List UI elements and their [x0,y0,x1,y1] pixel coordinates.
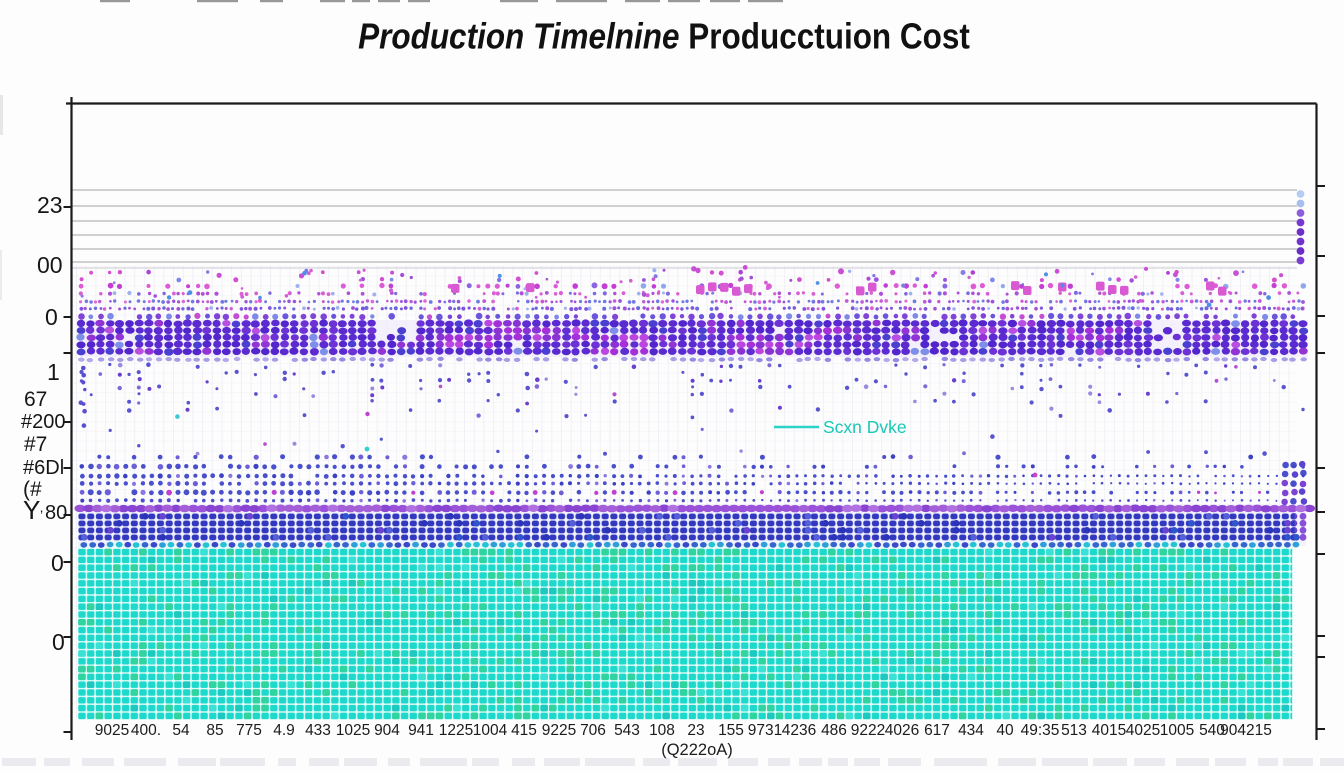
svg-text:0: 0 [45,304,58,330]
svg-text:941: 941 [408,722,434,739]
svg-text:23: 23 [37,192,63,218]
svg-text:4.9: 4.9 [273,722,295,739]
svg-text:706: 706 [580,722,606,739]
svg-text:(#: (# [23,478,42,501]
svg-text:4025: 4025 [1126,722,1160,739]
svg-text:#6Dl: #6Dl [23,457,64,479]
svg-text:775: 775 [236,722,262,739]
svg-text:54: 54 [172,722,190,739]
svg-text:67: 67 [24,388,47,411]
svg-text:0: 0 [51,550,64,576]
svg-text:9731: 9731 [748,722,782,739]
svg-text:(Q222oA): (Q222oA) [661,741,733,759]
svg-text:1225: 1225 [439,722,473,739]
svg-text:4236: 4236 [782,722,816,739]
svg-text:#7: #7 [24,433,47,456]
svg-text:1004: 1004 [473,722,508,739]
svg-text:415: 415 [511,722,537,739]
svg-text:9025: 9025 [95,722,129,739]
svg-text:00: 00 [37,252,63,278]
svg-text:904: 904 [374,722,400,739]
svg-text:9222: 9222 [851,722,885,739]
svg-text:1025: 1025 [336,722,370,739]
svg-text:Scxn Dvke: Scxn Dvke [823,417,907,437]
svg-text:513: 513 [1061,722,1087,739]
svg-text:80: 80 [45,502,67,524]
svg-text:85: 85 [206,722,223,739]
svg-text:Y: Y [23,495,40,525]
svg-text:’: ’ [40,507,43,523]
svg-text:904215: 904215 [1220,722,1272,739]
svg-text:40: 40 [996,722,1014,739]
svg-text:1005: 1005 [1160,722,1194,739]
svg-text:108: 108 [649,722,675,739]
svg-text:9225: 9225 [542,722,576,739]
svg-text:23: 23 [687,722,704,739]
svg-text:400.: 400. [131,722,161,739]
svg-text:4015: 4015 [1092,722,1126,739]
svg-text:486: 486 [821,722,847,739]
svg-text:0: 0 [52,629,65,655]
svg-text:434: 434 [958,722,984,739]
svg-text:#200: #200 [21,411,66,433]
svg-text:617: 617 [924,722,950,739]
svg-text:543: 543 [614,722,640,739]
svg-text:Production Timelnine Producctu: Production Timelnine Producctuion Cost [358,16,970,57]
svg-text:433: 433 [305,722,331,739]
svg-text:1: 1 [47,359,60,385]
svg-text:155: 155 [718,722,744,739]
svg-text:540: 540 [1199,722,1225,739]
svg-text:49:35: 49:35 [1021,722,1060,739]
svg-text:4026: 4026 [885,722,919,739]
